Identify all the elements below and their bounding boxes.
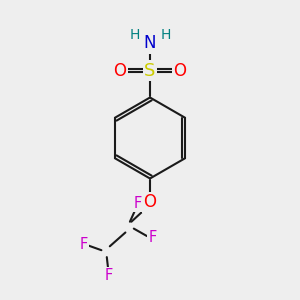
Text: S: S [144, 61, 156, 80]
Text: F: F [133, 196, 142, 211]
Text: F: F [104, 268, 112, 283]
Text: H: H [160, 28, 171, 42]
Text: O: O [173, 61, 187, 80]
Text: F: F [79, 237, 88, 252]
Text: O: O [143, 194, 157, 211]
Text: H: H [129, 28, 140, 42]
Text: F: F [148, 230, 157, 245]
Text: O: O [113, 61, 127, 80]
Text: N: N [144, 34, 156, 52]
